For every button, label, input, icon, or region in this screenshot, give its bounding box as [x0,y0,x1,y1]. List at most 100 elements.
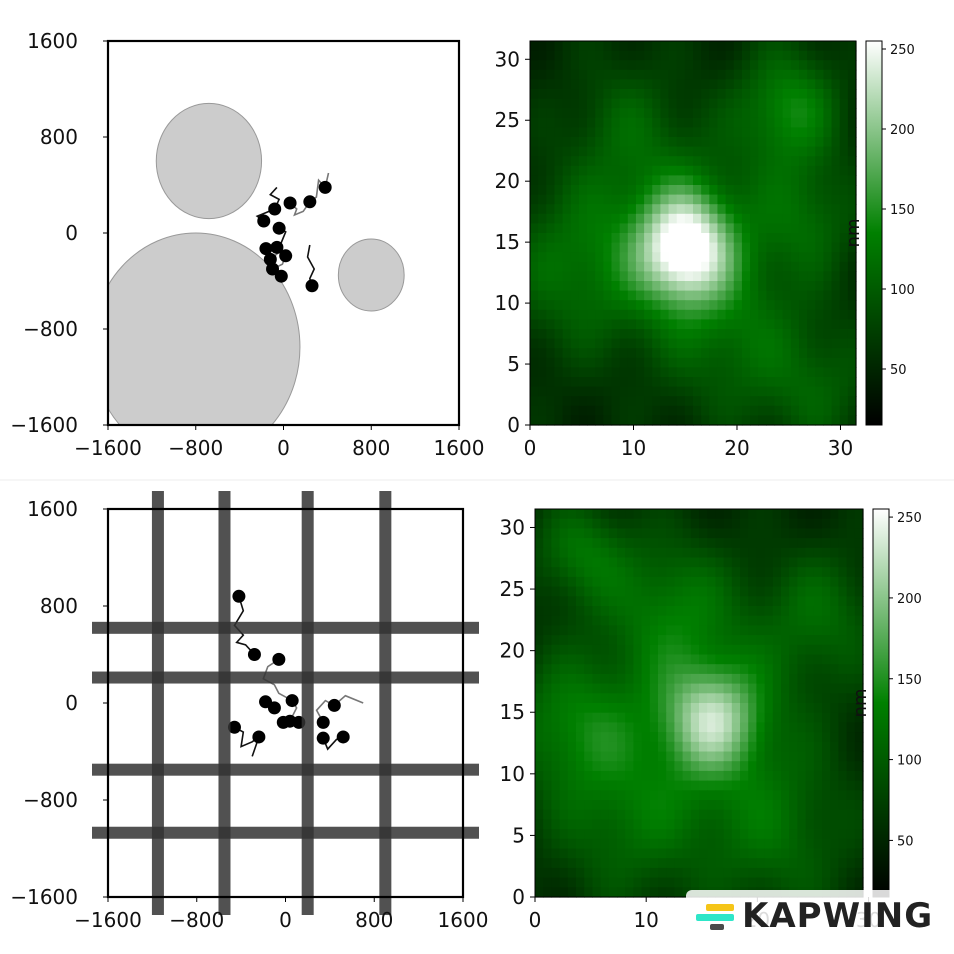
heatmap-cell [682,635,692,646]
heatmap-cell [774,194,784,205]
heatmap-cell [625,596,634,607]
heatmap-cell [707,596,716,607]
heatmap-cell [649,693,659,704]
heatmap-cell [576,576,585,588]
heatmap-cell [772,509,782,520]
heatmap-cell [805,829,815,840]
heatmap-cell [717,242,727,253]
heatmap-cell [717,290,727,301]
heatmap-cell [701,60,710,71]
heatmap-cell [576,596,585,607]
heatmap-cell [627,98,637,109]
heatmap-cell [781,509,790,520]
heatmap-cell [831,233,841,244]
heatmap-cell [807,405,816,416]
heatmap-cell [831,319,841,330]
heatmap-cell [758,79,767,90]
heatmap-cell [723,615,733,626]
heatmap-cell [839,41,849,52]
heatmap-cell [633,625,643,636]
heatmap-cell [815,405,824,416]
heatmap-cell [608,654,618,665]
heatmap-cell [807,156,816,167]
heatmap-cell [782,377,792,388]
heatmap-cell [554,300,564,311]
heatmap-cell [740,829,749,840]
heatmap-cell [592,576,602,588]
heatmap-cell [551,809,561,820]
heatmap-cell [592,683,602,694]
heatmap-cell [551,751,561,762]
heatmap-cell [530,233,539,244]
heatmap-cell [578,117,588,128]
heatmap-cell [701,79,710,90]
heatmap-cell [699,635,708,646]
heatmap-cell [543,770,552,782]
heatmap-cell [660,252,670,263]
heatmap-cell [635,357,645,368]
heatmap-cell [847,309,857,320]
heatmap-cell [567,693,577,704]
heatmap-cell [570,89,580,100]
heatmap-cell [684,319,694,330]
heatmap-cell [854,693,864,704]
heatmap-cell [813,518,823,529]
heatmap-cell [766,348,776,359]
heatmap-cell [635,127,645,138]
heatmap-cell [854,848,864,859]
heatmap-cell [854,673,864,685]
heatmap-cell [830,770,839,782]
heatmap-cell [717,405,727,416]
heatmap-cell [830,732,839,743]
heatmap-cell [595,137,604,148]
heatmap-cell [758,213,767,224]
heatmap-cell [831,41,841,52]
heatmap-cell [551,838,561,850]
heatmap-cell [649,819,659,830]
heatmap-cell [625,751,634,762]
heatmap-cell [562,233,572,244]
heatmap-cell [798,405,808,416]
heatmap-cell [576,606,585,617]
heatmap-cell [576,615,585,626]
heatmap-cell [838,586,848,597]
heatmap-cell [674,528,684,539]
heatmap-cell [847,127,857,138]
heatmap-cell [682,800,692,811]
heatmap-cell [608,838,618,850]
heatmap-cell [740,751,749,762]
heatmap-cell [781,829,790,840]
heatmap-cell [756,838,766,850]
heatmap-cell [611,242,621,253]
heatmap-cell [652,223,661,234]
heatmap-cell [772,790,782,801]
heatmap-cell [750,415,759,426]
heatmap-cell [707,712,716,723]
heatmap-cell [658,761,667,772]
heatmap-cell [831,357,841,368]
heatmap-cell [725,396,735,407]
heatmap-cell [805,567,815,578]
heatmap-cell [831,204,841,215]
heatmap-cell [660,60,670,71]
heatmap-cell [748,703,757,714]
heatmap-cell [559,557,569,568]
heatmap-cell [699,673,708,685]
heatmap-cell [611,252,621,263]
heatmap-cell [782,137,792,148]
heatmap-cell [717,89,727,100]
heatmap-cell [782,146,792,157]
heatmap-cell [584,644,593,656]
heatmap-cell [846,877,856,888]
heatmap-cell [699,780,708,791]
heatmap-cell [790,252,800,263]
heatmap-cell [725,204,735,215]
heatmap-cell [813,848,823,859]
heatmap-cell [781,877,790,888]
heatmap-cell [595,165,604,176]
heatmap-cell [772,712,782,723]
heatmap-cell [559,829,569,840]
heatmap-cell [813,606,823,617]
heatmap-cell [682,576,692,588]
heatmap-cell [854,858,864,869]
